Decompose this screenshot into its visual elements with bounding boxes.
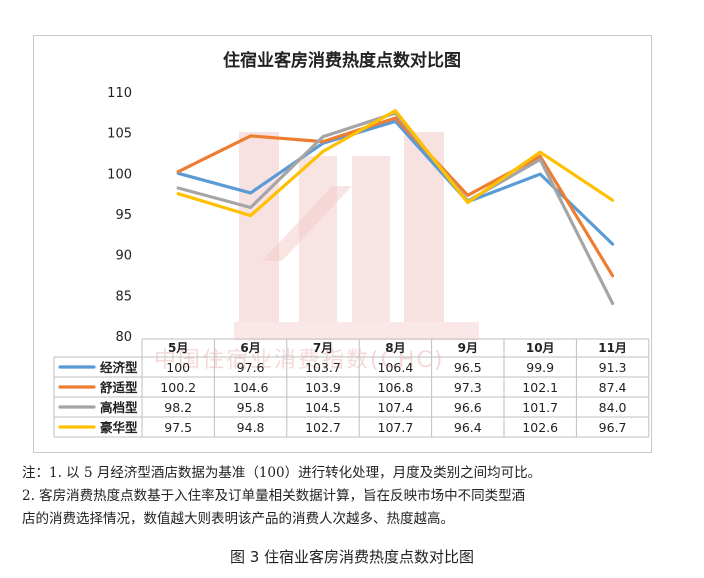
data-value-label: 97.6 — [237, 360, 265, 375]
y-tick-label: 95 — [115, 208, 132, 223]
note-line-2: 2. 客房消费热度点数基于入住率及订单量相关数据计算，旨在反映市场中不同类型酒 — [22, 488, 526, 504]
x-category-label: 9月 — [458, 341, 478, 355]
watermark: 中国住宿业消费指数(CHC) — [154, 132, 479, 373]
data-value-label: 102.6 — [522, 420, 558, 435]
y-axis: 80 85 90 95 100 105 110 — [107, 86, 132, 345]
data-value-label: 94.8 — [237, 420, 265, 435]
note-line-3: 店的消费选择情况，数值越大则表明该产品的消费人次越多、热度越高。 — [22, 511, 454, 527]
x-category-label: 7月 — [313, 341, 333, 355]
line-chart: 中国住宿业消费指数(CHC) 住宿业客房消费热度点数对比图 80 85 90 95 10… — [53, 50, 650, 438]
y-tick-label: 105 — [107, 127, 132, 142]
data-value-label: 95.8 — [237, 400, 265, 415]
series-line-舒适型 — [176, 116, 615, 278]
data-value-label: 100.2 — [160, 380, 196, 395]
y-tick-label: 85 — [115, 289, 132, 304]
data-value-label: 87.4 — [599, 380, 627, 395]
data-value-label: 96.6 — [454, 400, 482, 415]
data-value-label: 97.3 — [454, 380, 482, 395]
legend-label: 豪华型 — [100, 420, 138, 435]
data-value-label: 107.4 — [378, 400, 414, 415]
data-value-label: 101.7 — [522, 400, 558, 415]
data-value-label: 103.9 — [305, 380, 341, 395]
data-value-label: 99.9 — [526, 360, 554, 375]
chart-title: 住宿业客房消费热度点数对比图 — [223, 50, 461, 71]
data-value-label: 106.4 — [378, 360, 414, 375]
legend-label: 经济型 — [100, 360, 138, 375]
data-value-label: 104.5 — [305, 400, 341, 415]
data-value-label: 96.7 — [599, 420, 627, 435]
watermark-text: 中国住宿业消费指数(CHC) — [154, 348, 444, 373]
data-value-label: 98.2 — [164, 400, 192, 415]
x-category-label: 11月 — [598, 341, 627, 355]
x-category-label: 5月 — [168, 341, 188, 355]
y-tick-label: 100 — [107, 167, 132, 182]
watermark-logo-bar — [352, 156, 390, 322]
y-tick-label: 80 — [115, 330, 132, 345]
data-value-label: 107.7 — [378, 420, 414, 435]
x-category-label: 8月 — [385, 341, 405, 355]
data-value-label: 96.4 — [454, 420, 482, 435]
data-value-label: 102.1 — [522, 380, 558, 395]
legend-label: 舒适型 — [99, 380, 138, 395]
y-tick-label: 110 — [107, 86, 132, 101]
watermark-logo-bar — [404, 132, 444, 322]
data-value-label: 91.3 — [599, 360, 627, 375]
data-value-label: 103.7 — [305, 360, 341, 375]
data-value-label: 100 — [166, 360, 190, 375]
chart-frame: 中国住宿业消费指数(CHC) 住宿业客房消费热度点数对比图 80 85 90 95 10… — [33, 35, 652, 453]
watermark-logo-bar — [239, 132, 279, 322]
data-value-label: 104.6 — [233, 380, 269, 395]
series-line-豪华型 — [176, 109, 615, 218]
series-line-经济型 — [176, 119, 615, 246]
series-lines — [176, 109, 615, 306]
data-value-label: 102.7 — [305, 420, 341, 435]
figure-caption: 图 3 住宿业客房消费热度点数对比图 — [229, 548, 475, 566]
x-category-label: 10月 — [526, 341, 555, 355]
note-line-1: 注：1. 以 5 月经济型酒店数据为基准（100）进行转化处理，月度及类别之间均… — [22, 465, 542, 481]
data-value-label: 84.0 — [599, 400, 627, 415]
data-value-label: 106.8 — [378, 380, 414, 395]
watermark-logo-bar — [299, 156, 337, 322]
data-value-label: 96.5 — [454, 360, 482, 375]
data-value-label: 97.5 — [164, 420, 192, 435]
notes: 注：1. 以 5 月经济型酒店数据为基准（100）进行转化处理，月度及类别之间均… — [22, 462, 694, 531]
y-tick-label: 90 — [115, 249, 132, 264]
legend-label: 高档型 — [100, 400, 138, 415]
watermark-logo-base — [234, 322, 479, 340]
x-category-label: 6月 — [240, 341, 260, 355]
